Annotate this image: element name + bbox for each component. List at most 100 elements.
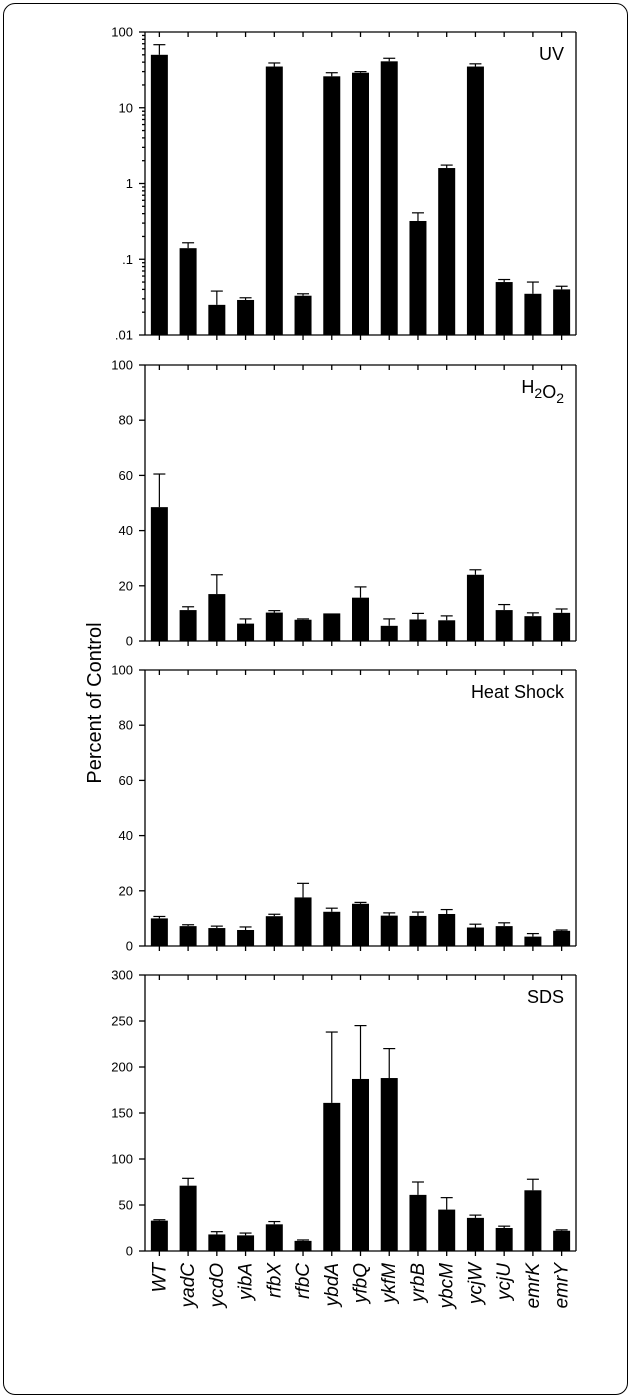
y-tick-label: 40 (119, 828, 133, 843)
chart-panels: 100101.1.01UV100806040200H2O210080604020… (111, 25, 577, 1310)
bar-yibA (237, 299, 255, 335)
panel-3: 100 80 60 40 20 0 Heat Shock (111, 663, 577, 954)
y-tick-label: 0 (126, 939, 133, 954)
bar-yrbB (409, 619, 427, 641)
bar-yadC (179, 926, 197, 946)
bar-ybcM (438, 1209, 456, 1251)
panel-title: UV (539, 44, 564, 64)
bar-ycjU (495, 1228, 513, 1251)
bar-emrY (553, 1230, 571, 1251)
y-tick-label: 80 (119, 413, 133, 428)
category-label-WT: WT (149, 1262, 170, 1293)
bar-ybdA (323, 1102, 341, 1251)
bar-rfbX (265, 612, 283, 641)
category-labels: WT yadC ycdO yibA rfbX rfbC ybdA yfbQ ykfM yrbB yb… (149, 1261, 572, 1310)
y-axis-label: Percent of Control (84, 622, 106, 783)
y-tick-label: .1 (122, 252, 133, 267)
y-tick-label: 0 (126, 1244, 133, 1259)
bar-rfbC (294, 619, 312, 641)
y-tick-label: 40 (119, 523, 133, 538)
y-tick-label: .01 (115, 328, 133, 343)
bar-WT (150, 507, 168, 641)
y-tick-label: 100 (111, 358, 133, 373)
bar-ycdO (208, 1234, 226, 1251)
bar-rfbC (294, 897, 312, 946)
y-tick-label: 0 (126, 634, 133, 649)
title-subscript: 2 (556, 390, 564, 406)
bar-ycjW (466, 927, 484, 946)
y-tick-label: 80 (119, 718, 133, 733)
bar-yfbQ (352, 72, 369, 335)
bar-emrY (553, 612, 571, 641)
bar-ycjW (466, 66, 484, 336)
bar-ykfM (380, 625, 398, 641)
bar-yfbQ (352, 903, 369, 946)
bar-ykfM (380, 1078, 398, 1251)
bar-yadC (179, 1185, 197, 1251)
bar-emrK (524, 936, 542, 946)
bar-yibA (237, 623, 255, 641)
title-subscript: 2 (534, 385, 542, 401)
bar-rfbX (265, 1224, 283, 1251)
category-label-rfbX: rfbX (264, 1262, 285, 1298)
bar-emrY (553, 930, 571, 946)
bar-ycjU (495, 282, 513, 335)
bar-yrbB (409, 220, 427, 335)
y-tick-label: 60 (119, 773, 133, 788)
bar-ybcM (438, 620, 456, 641)
bar-ycdO (208, 304, 226, 335)
bar-WT (150, 918, 168, 946)
bar-yibA (237, 1235, 255, 1251)
bar-rfbC (294, 295, 312, 335)
category-label-emrK: emrK (523, 1262, 544, 1309)
bar-rfbC (294, 1240, 312, 1251)
bar-ycjU (495, 610, 513, 641)
bar-yrbB (409, 1194, 427, 1251)
y-tick-label: 20 (119, 578, 133, 593)
category-label-ycdO: ycdO (207, 1263, 228, 1310)
y-tick-label: 100 (111, 25, 133, 40)
category-label-yrbB: yrbB (408, 1263, 429, 1304)
category-label-yadC: yadC (178, 1263, 199, 1310)
panel-title: SDS (527, 987, 564, 1007)
bar-emrK (524, 616, 542, 641)
y-tick-label: 50 (119, 1198, 133, 1213)
bar-ycjW (466, 574, 484, 641)
bar-ycdO (208, 594, 226, 641)
bar-emrK (524, 293, 542, 335)
title-part: H (521, 377, 534, 397)
y-tick-label: 10 (119, 100, 133, 115)
bar-yibA (237, 929, 255, 946)
bar-ybdA (323, 76, 341, 335)
y-tick-label: 100 (111, 663, 133, 678)
bar-yadC (179, 610, 197, 641)
y-tick-label: 1 (126, 176, 133, 191)
category-label-emrY: emrY (552, 1262, 573, 1309)
bar-ybcM (438, 913, 456, 946)
bar-yfbQ (352, 597, 369, 641)
bar-ycjU (495, 926, 513, 946)
figure-frame (3, 3, 628, 1395)
panel-title: Heat Shock (471, 682, 565, 702)
y-tick-label: 60 (119, 468, 133, 483)
bar-yfbQ (352, 1078, 369, 1251)
category-label-ycjU: ycjU (494, 1263, 515, 1302)
category-label-rfbC: rfbC (293, 1263, 314, 1299)
bar-ykfM (380, 915, 398, 946)
y-tick-label: 250 (111, 1014, 133, 1029)
bar-yrbB (409, 915, 427, 946)
panel-4: 300 250 200 150 100 50 0 SDS (111, 968, 577, 1259)
y-tick-label: 300 (111, 968, 133, 983)
bar-rfbX (265, 66, 283, 336)
bar-rfbX (265, 916, 283, 946)
category-label-ycjW: ycjW (465, 1261, 486, 1306)
bar-WT (150, 54, 168, 336)
panel-title: H2O2 (521, 377, 564, 406)
bar-yadC (179, 248, 197, 335)
bar-ycdO (208, 928, 226, 946)
bar-ybdA (323, 613, 341, 641)
bar-ybdA (323, 911, 341, 946)
bar-emrY (553, 289, 571, 335)
panel-2: 100 80 60 40 20 0 H2O2 (111, 358, 577, 649)
